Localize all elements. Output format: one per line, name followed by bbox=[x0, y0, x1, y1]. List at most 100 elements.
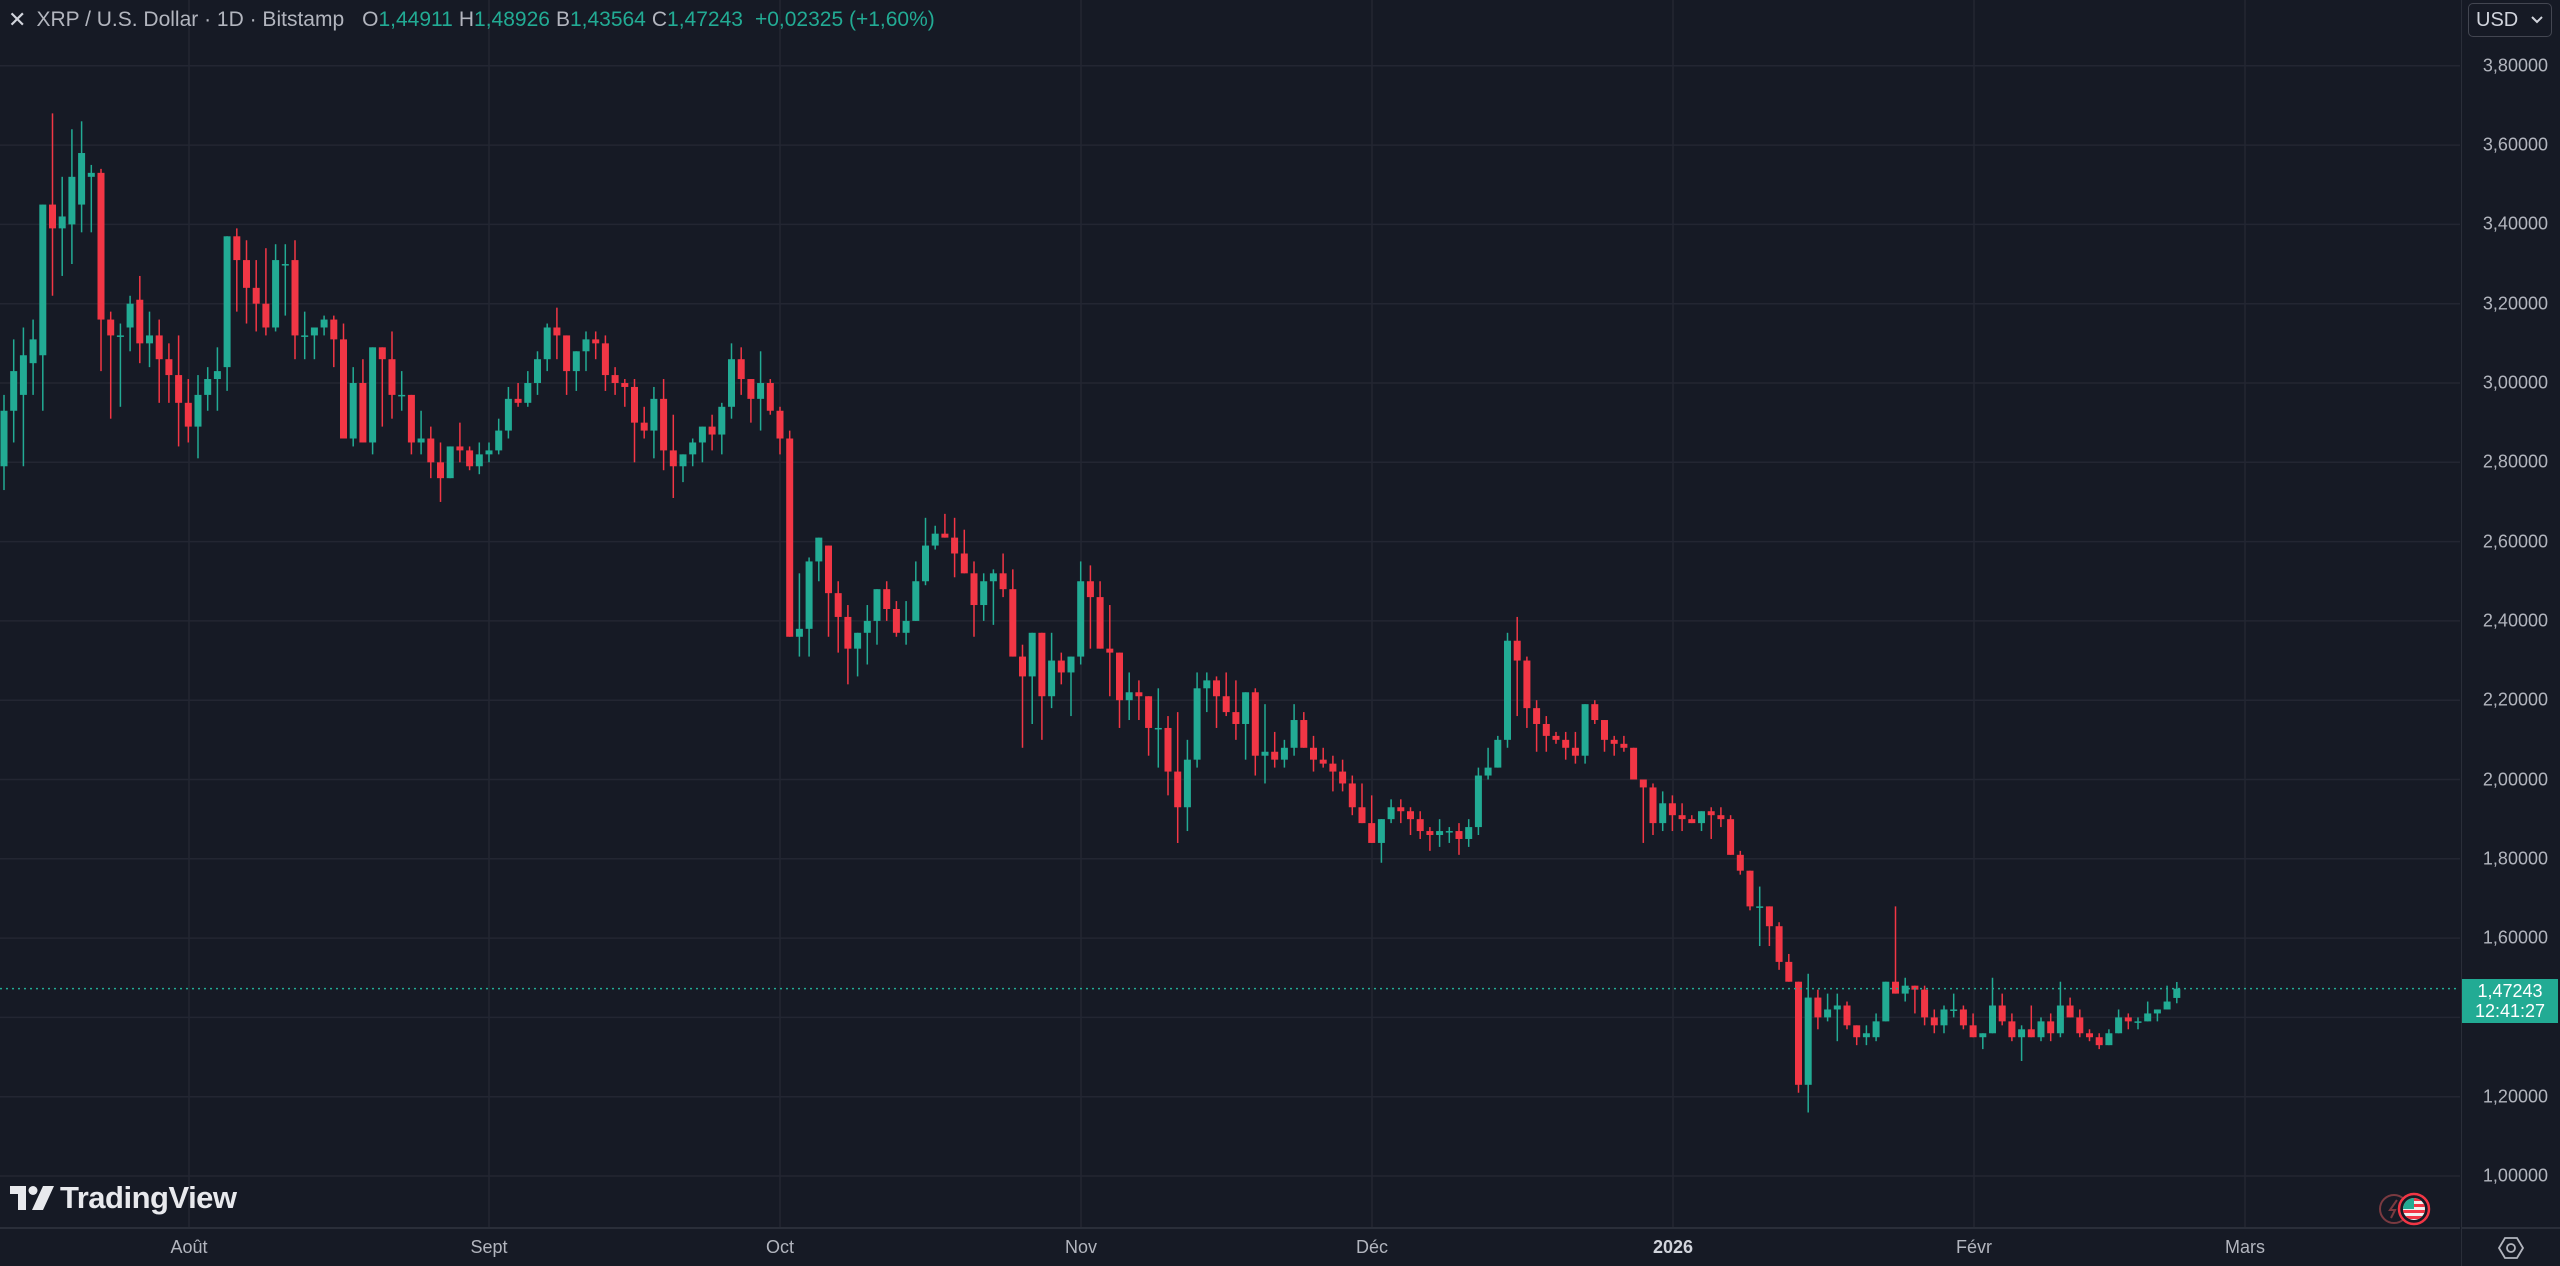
candle[interactable] bbox=[1930, 1009, 1938, 1034]
candle[interactable] bbox=[2056, 981, 2064, 1038]
candle[interactable] bbox=[1717, 807, 1725, 828]
candle[interactable] bbox=[1106, 605, 1114, 697]
candle[interactable] bbox=[795, 573, 803, 657]
candle[interactable] bbox=[854, 632, 862, 677]
candle[interactable] bbox=[10, 339, 18, 443]
candle[interactable] bbox=[679, 454, 687, 483]
candle[interactable] bbox=[698, 426, 706, 463]
candle[interactable] bbox=[728, 343, 735, 419]
candle[interactable] bbox=[87, 164, 95, 233]
candle[interactable] bbox=[1639, 779, 1647, 843]
candle[interactable] bbox=[165, 343, 173, 403]
x-icon[interactable]: ✕ bbox=[8, 7, 27, 32]
candle[interactable] bbox=[1164, 716, 1172, 796]
candle[interactable] bbox=[631, 379, 638, 463]
candle[interactable] bbox=[1950, 993, 1958, 1018]
candle[interactable] bbox=[301, 311, 309, 360]
candle[interactable] bbox=[1610, 735, 1618, 756]
candle[interactable] bbox=[1203, 672, 1211, 713]
candle[interactable] bbox=[1620, 735, 1628, 752]
candle[interactable] bbox=[1407, 807, 1414, 836]
candle[interactable] bbox=[970, 561, 978, 637]
candle[interactable] bbox=[2173, 982, 2181, 1004]
candle[interactable] bbox=[359, 359, 367, 443]
candle[interactable] bbox=[601, 335, 609, 391]
candle[interactable] bbox=[504, 386, 512, 439]
candle[interactable] bbox=[310, 327, 318, 360]
candle[interactable] bbox=[1038, 632, 1046, 740]
candle[interactable] bbox=[126, 295, 134, 352]
candle[interactable] bbox=[1183, 739, 1191, 832]
candle[interactable] bbox=[97, 168, 105, 372]
candle[interactable] bbox=[456, 422, 464, 463]
candle[interactable] bbox=[660, 379, 668, 471]
candle[interactable] bbox=[553, 307, 561, 360]
candle[interactable] bbox=[989, 569, 997, 625]
candlestick-chart[interactable] bbox=[0, 0, 2460, 1227]
candle[interactable] bbox=[951, 517, 959, 578]
candle[interactable] bbox=[2018, 1025, 2026, 1062]
candle[interactable] bbox=[213, 347, 221, 411]
candle[interactable] bbox=[1746, 870, 1754, 911]
candle[interactable] bbox=[1892, 906, 1899, 994]
candle[interactable] bbox=[1533, 700, 1541, 752]
candle[interactable] bbox=[262, 248, 270, 336]
candle[interactable] bbox=[184, 379, 192, 443]
candle[interactable] bbox=[1387, 799, 1395, 824]
candle[interactable] bbox=[204, 367, 212, 411]
candle[interactable] bbox=[1290, 704, 1298, 756]
candle[interactable] bbox=[1057, 652, 1065, 685]
candle[interactable] bbox=[1552, 731, 1560, 744]
candle[interactable] bbox=[1775, 922, 1783, 970]
candle[interactable] bbox=[281, 244, 289, 316]
candle[interactable] bbox=[378, 347, 386, 427]
candle[interactable] bbox=[39, 204, 47, 411]
time-axis[interactable]: Août Sept Oct Nov Déc 2026 Févr Mars bbox=[0, 1227, 2460, 1266]
candle[interactable] bbox=[563, 335, 571, 395]
candle[interactable] bbox=[1116, 652, 1123, 728]
candle[interactable] bbox=[1601, 720, 1608, 752]
candle[interactable] bbox=[223, 236, 231, 391]
candle[interactable] bbox=[1736, 850, 1744, 875]
candle[interactable] bbox=[844, 605, 852, 685]
candle[interactable] bbox=[2076, 1009, 2084, 1038]
candle[interactable] bbox=[524, 371, 532, 407]
candle[interactable] bbox=[1872, 1013, 1880, 1042]
candle[interactable] bbox=[155, 319, 163, 403]
candle[interactable] bbox=[2115, 1009, 2123, 1034]
candle[interactable] bbox=[892, 601, 900, 637]
candle[interactable] bbox=[1688, 815, 1696, 824]
candle[interactable] bbox=[446, 446, 454, 479]
candle[interactable] bbox=[466, 446, 474, 471]
candle[interactable] bbox=[883, 581, 891, 621]
candle[interactable] bbox=[1280, 739, 1288, 768]
candle[interactable] bbox=[1445, 827, 1453, 843]
candle[interactable] bbox=[621, 379, 629, 407]
candle[interactable] bbox=[1765, 906, 1773, 947]
settings-gear-icon[interactable] bbox=[2498, 1235, 2524, 1261]
candle[interactable] bbox=[1368, 795, 1376, 843]
chart-plot-area[interactable] bbox=[0, 0, 2460, 1227]
candle[interactable] bbox=[873, 589, 881, 645]
candle[interactable] bbox=[78, 121, 86, 233]
candle[interactable] bbox=[437, 442, 444, 502]
candle[interactable] bbox=[272, 244, 280, 332]
candle[interactable] bbox=[1416, 811, 1424, 839]
candle[interactable] bbox=[1630, 747, 1638, 780]
candle[interactable] bbox=[1067, 656, 1075, 717]
candle[interactable] bbox=[1096, 581, 1104, 649]
candle[interactable] bbox=[1154, 688, 1162, 768]
candle[interactable] bbox=[592, 331, 600, 360]
candle[interactable] bbox=[960, 529, 968, 574]
candle[interactable] bbox=[2066, 997, 2074, 1018]
candle[interactable] bbox=[1698, 811, 1705, 832]
candle[interactable] bbox=[495, 418, 503, 455]
candle[interactable] bbox=[1678, 803, 1686, 832]
candle[interactable] bbox=[1319, 747, 1327, 768]
candle[interactable] bbox=[291, 240, 299, 360]
candle[interactable] bbox=[902, 601, 910, 645]
candle[interactable] bbox=[980, 573, 988, 621]
candle[interactable] bbox=[485, 442, 493, 463]
candle[interactable] bbox=[1542, 716, 1550, 752]
candle[interactable] bbox=[766, 379, 774, 415]
